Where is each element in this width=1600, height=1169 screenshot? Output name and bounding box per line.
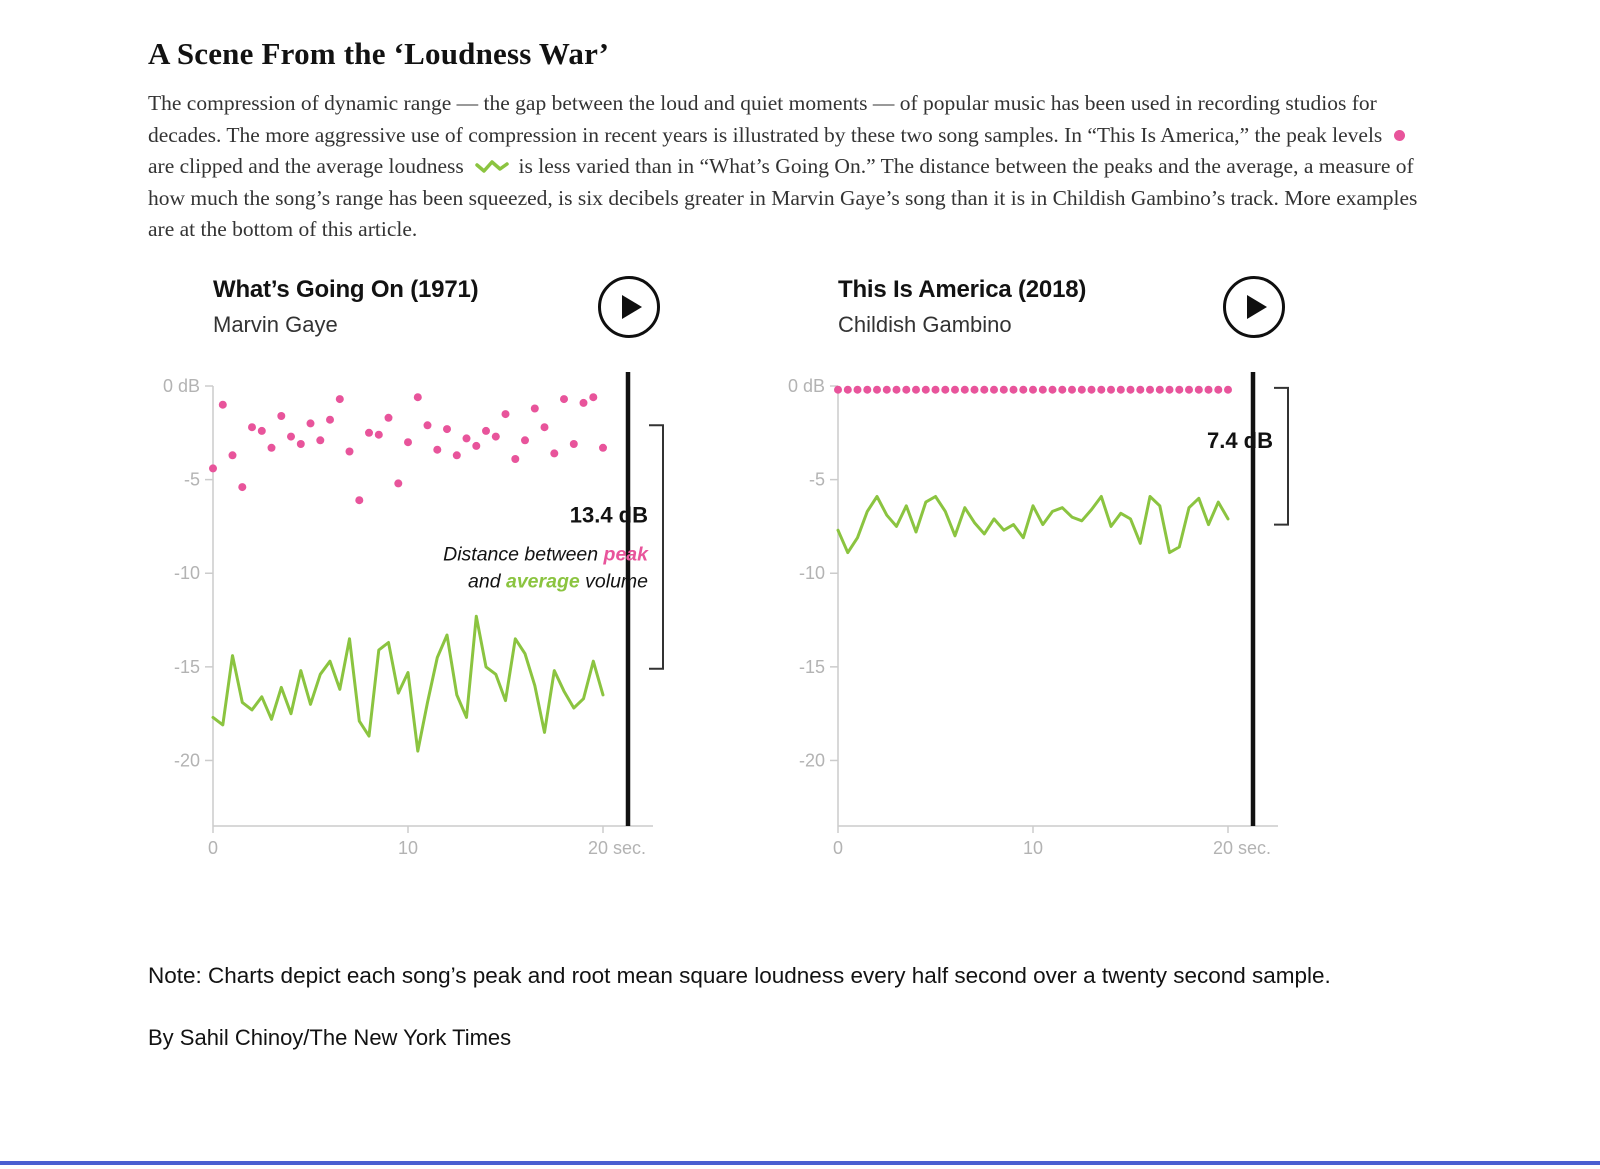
svg-text:20 sec.: 20 sec. (588, 838, 646, 858)
play-icon (622, 294, 642, 319)
distance-bracket (649, 424, 664, 670)
svg-text:10: 10 (1023, 838, 1043, 858)
svg-text:0: 0 (208, 838, 218, 858)
axes: 0 dB -5 -10 -15 -20 0 10 20 sec. (788, 376, 1278, 858)
play-icon (1247, 294, 1267, 319)
svg-text:-15: -15 (799, 657, 825, 677)
loudness-chart: 0 dB -5 -10 -15 -20 0 10 20 sec. 13.4 dB Distance… (163, 371, 664, 858)
charts-row: What’s Going On (1971) Marvin Gaye 0 dB -… (148, 275, 1450, 871)
chart-whats-going-on: What’s Going On (1971) Marvin Gaye 0 dB -… (148, 275, 678, 871)
chart-note: Note: Charts depict each song’s peak and… (148, 962, 1331, 988)
svg-text:-10: -10 (799, 563, 825, 583)
svg-text:0 dB: 0 dB (788, 376, 825, 396)
svg-text:0 dB: 0 dB (163, 376, 200, 396)
average-line-icon (475, 160, 509, 173)
distance-label: 7.4 dB (1207, 428, 1273, 453)
bottom-divider (0, 1161, 1600, 1165)
peak-dot-icon (1393, 130, 1405, 142)
intro-paragraph: The compression of dynamic range — the g… (148, 88, 1418, 246)
chart-artist: Marvin Gaye (213, 311, 338, 337)
distance-description: Distance between peak (443, 544, 649, 566)
play-button[interactable] (598, 275, 660, 338)
byline: By Sahil Chinoy/The New York Times (148, 1024, 512, 1050)
axes: 0 dB -5 -10 -15 -20 0 10 20 sec. (163, 376, 653, 858)
distance-bracket (1274, 386, 1289, 526)
chart-title: What’s Going On (1971) (213, 275, 479, 303)
peak-dots (834, 385, 1232, 394)
chart-title-block: This Is America (2018) Childish Gambino (838, 276, 1086, 338)
svg-text:10: 10 (398, 838, 418, 858)
play-button[interactable] (1223, 275, 1285, 338)
svg-text:-5: -5 (184, 470, 200, 490)
average-line (211, 614, 605, 753)
article: A Scene From the ‘Loudness War’ The comp… (148, 36, 1450, 1050)
chart-header: This Is America (2018) Childish Gambino (773, 275, 1303, 338)
intro-text-2: are clipped and the average loudness (148, 154, 470, 179)
intro-text-3: is less varied than in “What’s Going On.… (148, 154, 1418, 242)
chart-title: This Is America (2018) (838, 275, 1087, 303)
peak-dots (209, 393, 607, 505)
svg-text:-5: -5 (809, 470, 825, 490)
svg-text:-15: -15 (174, 657, 200, 677)
chart-artist: Childish Gambino (838, 311, 1012, 337)
svg-text:-20: -20 (174, 750, 200, 770)
loudness-chart: 0 dB -5 -10 -15 -20 0 10 20 sec. 7.4 dB (788, 371, 1289, 858)
svg-text:-20: -20 (799, 750, 825, 770)
distance-label: 13.4 dB (570, 503, 648, 528)
chart-title-block: What’s Going On (1971) Marvin Gaye (213, 275, 479, 338)
chart-this-is-america: This Is America (2018) Childish Gambino … (773, 275, 1303, 871)
svg-text:0: 0 (833, 838, 843, 858)
intro-text-1: The compression of dynamic range — the g… (148, 91, 1388, 147)
article-title: A Scene From the ‘Loudness War’ (148, 36, 610, 71)
svg-text:-10: -10 (174, 563, 200, 583)
average-line (836, 494, 1230, 555)
chart-header: What’s Going On (1971) Marvin Gaye (148, 275, 678, 338)
distance-description: and average volume (468, 571, 648, 593)
svg-text:20 sec.: 20 sec. (1213, 838, 1271, 858)
